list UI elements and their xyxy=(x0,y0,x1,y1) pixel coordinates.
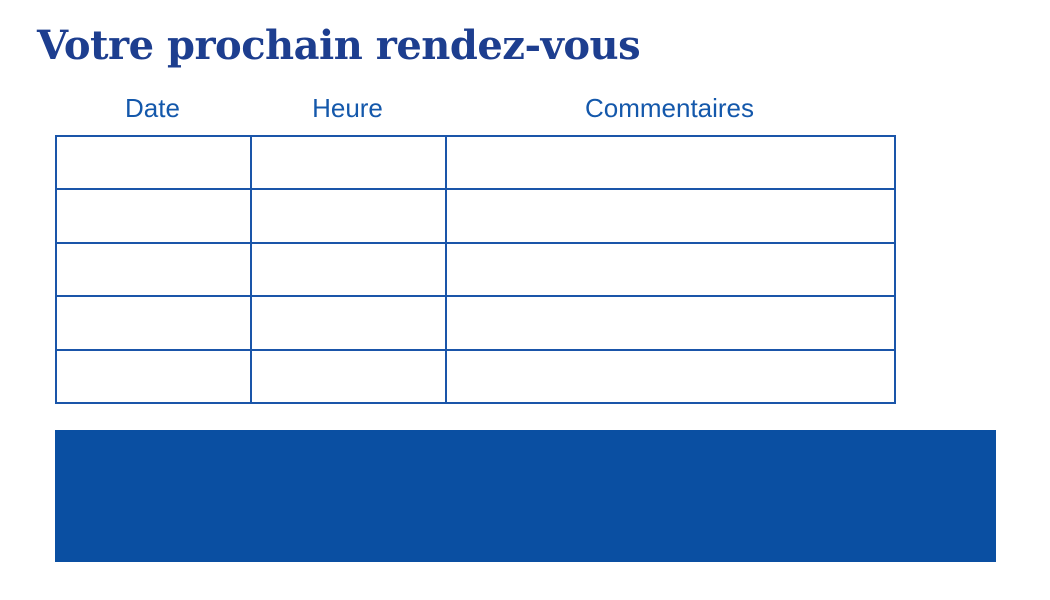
table-cell xyxy=(55,295,252,351)
table-cell xyxy=(250,134,447,191)
table-cell xyxy=(55,134,252,191)
table-cell xyxy=(250,241,447,298)
column-header-date: Date xyxy=(125,93,180,123)
table-cell xyxy=(55,348,252,405)
table-row xyxy=(55,241,896,298)
table-row xyxy=(55,348,896,405)
column-header-heure: Heure xyxy=(312,93,383,123)
table-row xyxy=(55,295,896,351)
appointments-table xyxy=(55,134,896,405)
table-cell xyxy=(445,241,896,298)
table-cell xyxy=(445,348,896,405)
table-cell xyxy=(445,188,896,244)
table-row xyxy=(55,134,896,191)
column-header-commentaires: Commentaires xyxy=(584,93,755,123)
page-title: Votre prochain rendez-vous xyxy=(37,22,641,69)
table-row xyxy=(55,188,896,244)
table-cell xyxy=(55,188,252,244)
footer-decorative-rectangle xyxy=(55,430,996,562)
table-cell xyxy=(445,134,896,191)
table-cell xyxy=(250,348,447,405)
appointments-table-body xyxy=(55,134,896,405)
table-cell xyxy=(250,295,447,351)
table-cell xyxy=(55,241,252,298)
table-cell xyxy=(250,188,447,244)
table-cell xyxy=(445,295,896,351)
table-header-row: Date Heure Commentaires xyxy=(55,93,894,123)
